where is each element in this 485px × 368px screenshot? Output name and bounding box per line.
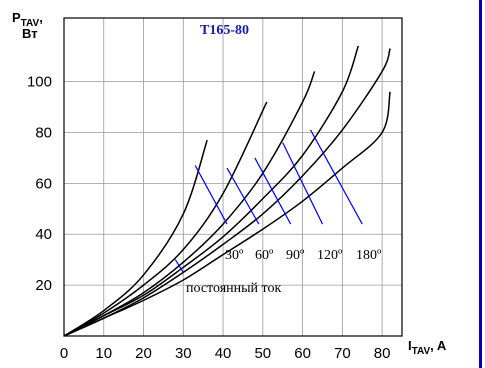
y-axis-subscript: TAV xyxy=(21,18,40,29)
series-curve-1 xyxy=(63,101,268,337)
leader-line-3 xyxy=(282,142,324,225)
x-tick-label: 20 xyxy=(135,345,152,362)
x-axis-symbol: I xyxy=(408,338,412,353)
x-tick-label: 30 xyxy=(175,345,192,362)
angle-label-180: 180º xyxy=(356,248,382,263)
leader-line-4 xyxy=(310,129,363,225)
annotation-leaders xyxy=(174,129,363,273)
leader-line-2 xyxy=(254,157,292,225)
x-tick-label: 40 xyxy=(215,345,232,362)
y-axis-symbol: P xyxy=(12,10,21,25)
x-axis-subscript: TAV xyxy=(412,346,431,357)
x-tick-label: 0 xyxy=(60,345,68,362)
x-tick-labels: 0 10 20 30 40 50 60 70 80 xyxy=(60,345,391,362)
x-tick-label: 70 xyxy=(334,345,351,362)
angle-label-30: 30º xyxy=(225,248,244,263)
leader-line-0 xyxy=(194,165,228,225)
x-tick-label: 50 xyxy=(254,345,271,362)
y-tick-label: 20 xyxy=(35,277,52,294)
grid xyxy=(64,18,402,336)
angle-label-60: 60º xyxy=(255,248,274,263)
x-tick-label: 10 xyxy=(95,345,112,362)
y-axis-title: PTAV, xyxy=(12,10,43,29)
x-tick-label: 80 xyxy=(374,345,391,362)
leader-line-1 xyxy=(226,167,260,225)
y-tick-label: 40 xyxy=(35,226,52,243)
series-curve-0 xyxy=(63,139,208,337)
y-axis-unit: Вт xyxy=(22,26,38,41)
series-curve-4 xyxy=(63,48,391,337)
page-edge-rule xyxy=(479,0,482,368)
series-curve-2 xyxy=(63,71,316,337)
dc-label: постоянный ток xyxy=(186,281,281,296)
series-curve-3 xyxy=(63,45,359,337)
y-tick-labels: 20 40 60 80 100 xyxy=(27,74,52,295)
chart-title: T165-80 xyxy=(200,23,249,38)
y-tick-label: 80 xyxy=(35,124,52,141)
leader-line-5 xyxy=(174,259,184,273)
x-axis-title: ITAV, A xyxy=(408,338,447,357)
x-tick-label: 60 xyxy=(294,345,311,362)
y-tick-label: 100 xyxy=(27,74,52,91)
x-axis-unit: , A xyxy=(430,338,447,353)
plot-frame xyxy=(63,17,403,337)
angle-label-120: 120º xyxy=(317,248,343,263)
series-curves xyxy=(63,45,391,337)
series-curve-5 xyxy=(63,91,391,337)
y-tick-label: 60 xyxy=(35,175,52,192)
y-axis-comma: , xyxy=(39,10,43,25)
angle-label-90: 90º xyxy=(286,248,305,263)
